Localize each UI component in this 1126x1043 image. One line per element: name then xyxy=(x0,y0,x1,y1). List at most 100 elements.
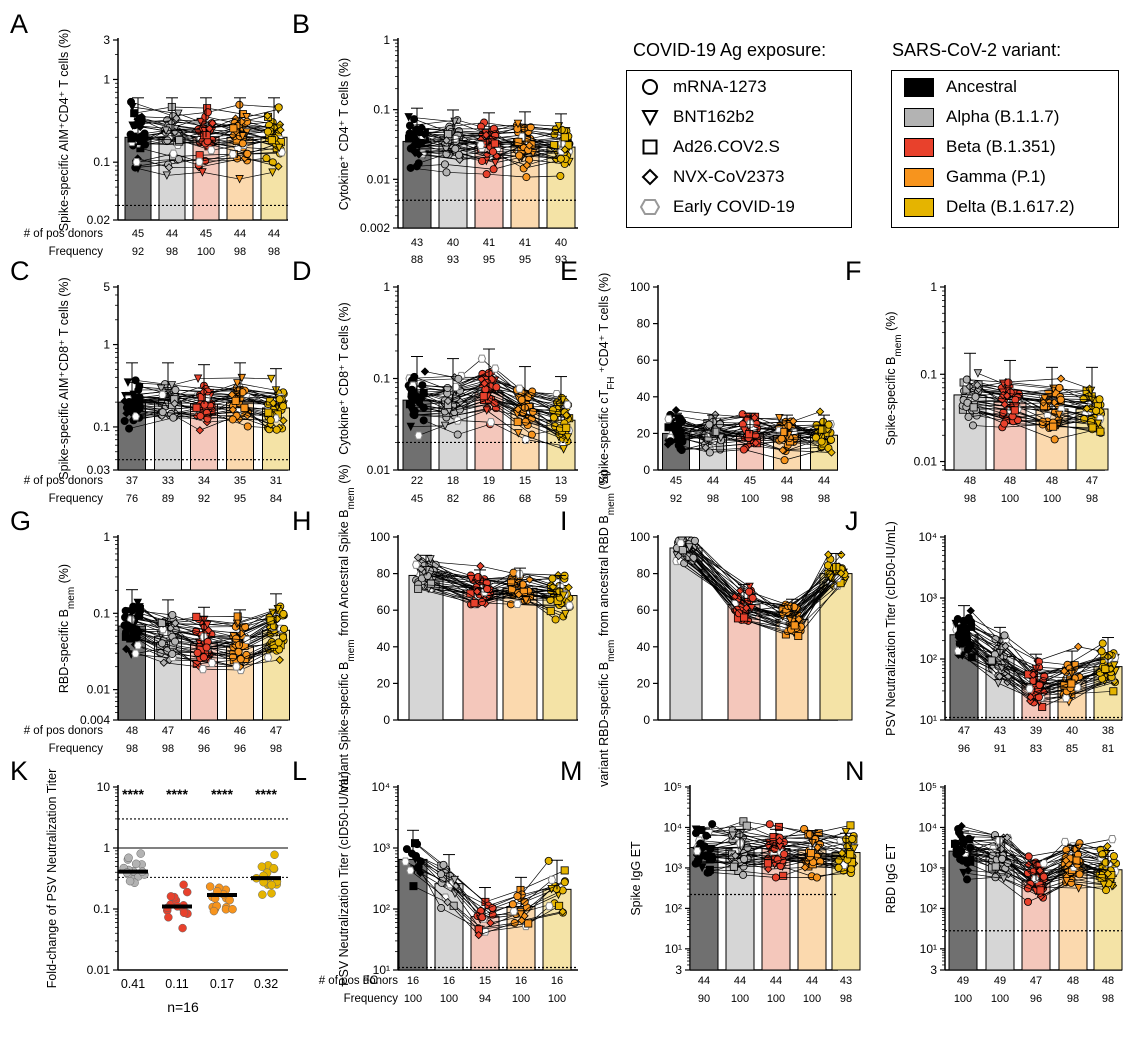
donor-point xyxy=(516,910,525,919)
donor-point xyxy=(508,585,517,594)
donor-point xyxy=(444,130,453,139)
donor-point xyxy=(125,424,134,433)
donor-point xyxy=(827,435,836,444)
donor-point xyxy=(238,388,247,397)
donor-point xyxy=(478,913,487,922)
donor-point xyxy=(693,854,702,864)
donor-point xyxy=(440,421,450,431)
donors-row-label: # of pos donors xyxy=(24,228,104,240)
circle-marker-icon xyxy=(639,77,661,97)
donor-point xyxy=(994,836,1004,845)
y-tick-label: 20 xyxy=(637,676,651,690)
donor-count: 47 xyxy=(270,725,282,737)
donor-count: 22 xyxy=(411,475,423,487)
donor-point xyxy=(140,129,149,138)
donor-line xyxy=(962,408,1101,433)
donor-point xyxy=(126,615,135,624)
donor-point xyxy=(134,406,143,415)
donor-point xyxy=(170,399,179,408)
donor-point xyxy=(729,862,738,871)
donor-point xyxy=(414,584,423,593)
legend-item-nvx: NVX-CoV2373 xyxy=(639,167,785,187)
y-tick-label: 0.1 xyxy=(93,420,110,434)
n-label: n=16 xyxy=(167,999,199,1015)
donor-point xyxy=(474,930,483,940)
panel-letter: D xyxy=(292,256,312,286)
y-axis-label: Spike-specific AIM⁺CD4⁺ T cells (%) xyxy=(57,29,71,231)
donor-point xyxy=(513,892,522,901)
donor-point xyxy=(556,171,565,180)
frequency-value: 85 xyxy=(1066,743,1078,755)
donor-point xyxy=(198,665,208,674)
donor-point xyxy=(740,613,749,622)
y-tick-label: 10⁵ xyxy=(664,780,682,794)
legend-item-ad26: Ad26.COV2.S xyxy=(639,137,780,157)
y-tick-label: 0.1 xyxy=(373,372,390,386)
y-axis-label: PSV Neutralization Titer (cID50-IU/mL) xyxy=(337,771,351,986)
donor-point xyxy=(560,878,569,887)
panel-c: C Spike-specific AIM⁺CD8⁺ T cells (%) 0.03… xyxy=(10,256,290,505)
donor-point xyxy=(956,855,965,864)
frequency-value: 90 xyxy=(698,993,710,1005)
y-tick-label: 0.1 xyxy=(93,902,110,916)
donor-point xyxy=(846,850,855,859)
label-segment: mem xyxy=(606,640,617,662)
donor-point xyxy=(1062,845,1071,854)
donor-point xyxy=(1000,419,1009,428)
donor-point xyxy=(205,124,214,133)
donor-point xyxy=(738,410,747,419)
panel-b: B Cytokine⁺ CD4⁺ T cells (%) 0.002 0.01 0.1 1… xyxy=(292,9,578,266)
fold-change-label: 0.41 xyxy=(121,977,145,991)
y-tick-label: 10⁴ xyxy=(918,820,937,834)
donor-point xyxy=(401,857,410,866)
donor-point xyxy=(555,901,564,910)
frequency-value: 68 xyxy=(519,493,531,505)
donor-count: 46 xyxy=(234,725,246,737)
panel-letter: N xyxy=(845,756,865,786)
label-segment: ⁺CD4⁺ T cells (%) xyxy=(597,273,611,377)
y-tick-label: 10 xyxy=(97,780,111,794)
y-tick-label: 100 xyxy=(370,530,390,544)
frequency-value: 96 xyxy=(1030,993,1042,1005)
donor-point xyxy=(235,640,244,649)
y-axis-label: RBD-specific Bmem (%) xyxy=(57,564,77,693)
donor-count: 44 xyxy=(770,975,782,987)
y-tick-label: 80 xyxy=(637,567,651,581)
donor-point xyxy=(1010,406,1019,415)
donor-point xyxy=(794,632,803,641)
y-tick-label: 10¹ xyxy=(373,963,390,977)
panel-letter: B xyxy=(292,9,310,39)
donor-point xyxy=(841,828,851,837)
donor-point xyxy=(680,559,689,568)
frequency-value: 98 xyxy=(1086,493,1098,505)
donor-point xyxy=(522,173,531,182)
bar xyxy=(470,916,500,971)
donor-count: 45 xyxy=(132,228,144,240)
donor-point xyxy=(128,121,137,131)
y-tick-label: 60 xyxy=(637,353,651,367)
donor-point xyxy=(742,603,751,613)
y-tick-label: 1 xyxy=(383,280,390,294)
donor-line xyxy=(420,571,567,593)
exposure-legend-title: COVID-19 Ag exposure: xyxy=(633,40,827,60)
donor-point xyxy=(229,124,238,133)
panel-n: N RBD IgG ET 3 10¹ 10² 10³ 10⁴ 10⁵ 49 49 47 48 48 100… xyxy=(845,756,1123,1005)
fold-change-point xyxy=(166,892,176,901)
y-tick-label: 100 xyxy=(630,280,650,294)
donor-point xyxy=(449,901,458,910)
bar xyxy=(775,618,809,721)
donor-count: 31 xyxy=(270,475,282,487)
donor-point xyxy=(227,390,237,399)
donor-point xyxy=(133,611,142,621)
donor-point xyxy=(169,413,178,422)
frequency-value: 76 xyxy=(126,493,138,505)
fold-change-point xyxy=(228,904,237,914)
donor-point xyxy=(777,434,786,443)
donor-point xyxy=(748,594,757,603)
donor-count: 45 xyxy=(670,475,682,487)
donor-point xyxy=(193,374,203,384)
donor-point xyxy=(279,609,288,618)
donor-point xyxy=(476,140,485,150)
donor-point xyxy=(789,417,798,426)
